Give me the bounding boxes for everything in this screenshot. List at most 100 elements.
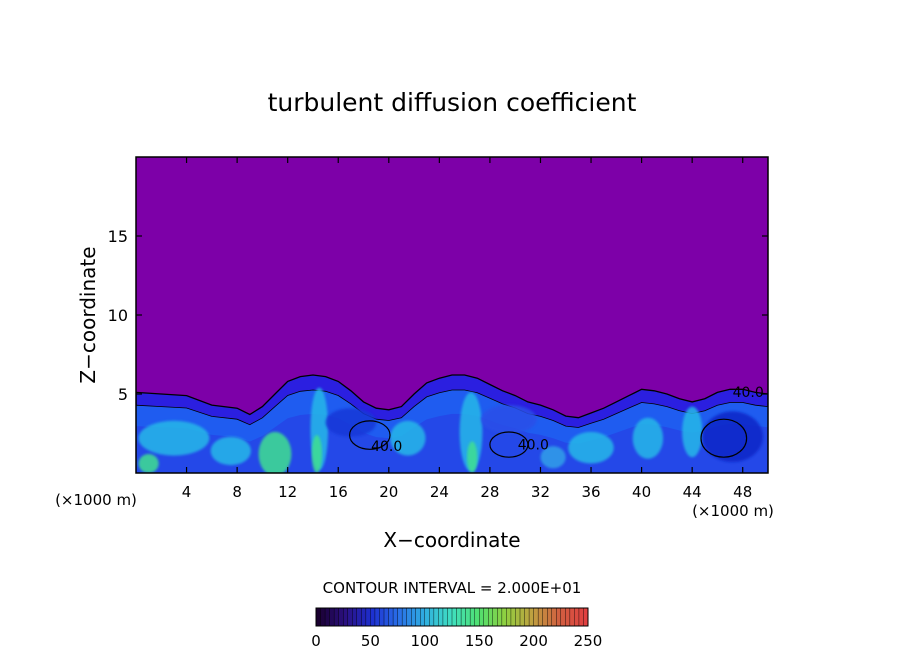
x-tick-label: 8 — [232, 483, 242, 501]
colorbar-tick-label: 50 — [361, 632, 380, 650]
colorbar-cell — [578, 607, 584, 627]
contour-interval: CONTOUR INTERVAL = 2.000E+01 — [323, 579, 582, 597]
x-tick-label: 36 — [581, 483, 600, 501]
contour-loop-3 — [489, 431, 529, 458]
field-eddy-2 — [210, 436, 251, 466]
field-band-mid2 — [136, 413, 768, 473]
colorbar-cell — [388, 607, 394, 627]
colorbar-cell — [556, 607, 562, 627]
colorbar-cell — [447, 607, 453, 627]
colorbar-cell — [424, 607, 430, 627]
contour-label-3: 40.0 — [733, 385, 764, 401]
x-axis: 4 8 12 16 20 24 28 32 36 40 44 48 — [182, 157, 752, 501]
chart-title: turbulent diffusion coefficient — [268, 88, 637, 117]
x-unit-right: (×1000 m) — [692, 502, 774, 520]
colorbar-tick-label: 250 — [574, 632, 603, 650]
colorbar-cell — [519, 607, 526, 627]
x-tick-label: 40 — [632, 483, 651, 501]
colorbar-cell — [370, 607, 376, 627]
x-tick-label: 48 — [733, 483, 752, 501]
field-eddy-11 — [568, 431, 614, 464]
colorbar-cell — [324, 607, 331, 627]
x-tick-label: 12 — [278, 483, 297, 501]
colorbar-cell — [361, 607, 367, 627]
field-eddy-13 — [682, 406, 703, 458]
x-tick-label: 44 — [683, 483, 702, 501]
colorbar-cell — [356, 607, 362, 627]
x-tick-label: 32 — [531, 483, 550, 501]
colorbar-cell — [456, 607, 462, 627]
colorbar-cell — [515, 607, 521, 627]
x-tick-label: 4 — [182, 483, 192, 501]
colorbar-cell — [383, 607, 390, 627]
x-tick-label: 16 — [329, 483, 348, 501]
field-eddy-12 — [632, 417, 664, 459]
colorbar-cell — [501, 607, 507, 627]
colorbar-cell — [474, 607, 480, 627]
colorbar-cell — [565, 607, 571, 627]
colorbar-cell — [465, 607, 471, 627]
field-eddy-9 — [467, 441, 478, 473]
colorbar-cell — [420, 607, 426, 627]
colorbar-cell — [542, 607, 548, 627]
contour-label-2: 40.0 — [518, 437, 549, 453]
colorbar-cell — [560, 607, 566, 627]
x-unit-left: (×1000 m) — [55, 491, 137, 509]
colorbar-cell — [315, 607, 322, 627]
colorbar-cell — [415, 607, 421, 627]
colorbar-cell — [574, 607, 580, 627]
colorbar-cell — [374, 607, 380, 627]
colorbar-cell — [401, 607, 408, 627]
colorbar — [315, 607, 589, 627]
colorbar-cell — [510, 607, 516, 627]
colorbar-cell — [506, 607, 512, 627]
colorbar-cell — [442, 607, 448, 627]
colorbar-cell — [451, 607, 458, 627]
colorbar-cell — [488, 607, 494, 627]
colorbar-cell — [411, 607, 417, 627]
colorbar-cell — [547, 607, 553, 627]
x-tick-label: 24 — [430, 483, 449, 501]
field-eddy-15 — [138, 454, 159, 473]
colorbar-cell — [537, 607, 544, 627]
colorbar-cell — [338, 607, 344, 627]
colorbar-cell — [460, 607, 467, 627]
colorbar-cell — [492, 607, 498, 627]
field-eddy-3 — [258, 431, 292, 473]
colorbar-cell — [569, 607, 575, 627]
field-eddy-14 — [702, 411, 763, 463]
field-eddy-7 — [390, 420, 426, 456]
y-tick-label: 5 — [118, 385, 128, 404]
y-axis: 5 10 15 — [108, 227, 768, 404]
colorbar-cell — [365, 607, 371, 627]
colorbar-frame — [315, 607, 589, 627]
contour-loop-1 — [348, 420, 391, 450]
colorbar-cell — [392, 607, 399, 627]
colorbar-cell — [406, 607, 412, 627]
x-tick-label: 20 — [379, 483, 398, 501]
field-eddy-1 — [138, 420, 210, 456]
x-axis-label: X−coordinate — [383, 528, 520, 552]
colorbar-cell — [397, 607, 403, 627]
x-tick-label: 28 — [480, 483, 499, 501]
contour-label-1: 40.0 — [371, 439, 402, 455]
plot-area: 40.0 40.0 40.0 — [136, 157, 768, 473]
colorbar-ticks: 0 50 100 150 200 250 — [311, 632, 602, 650]
colorbar-cell — [483, 607, 489, 627]
colorbar-tick-label: 200 — [519, 632, 548, 650]
colorbar-cell — [497, 607, 503, 627]
y-tick-label: 10 — [108, 306, 128, 325]
colorbar-cell — [433, 607, 439, 627]
colorbar-cell — [320, 607, 326, 627]
colorbar-cell — [524, 607, 530, 627]
colorbar-tick-label: 0 — [311, 632, 321, 650]
field-eddy-6 — [325, 408, 377, 437]
colorbar-cell — [551, 607, 557, 627]
colorbar-cell — [329, 607, 335, 627]
y-tick-label: 15 — [108, 227, 128, 246]
colorbar-cell — [469, 607, 476, 627]
field-eddy-16 — [540, 446, 566, 469]
contour-loop-2 — [700, 418, 748, 458]
y-axis-label: Z−coordinate — [76, 246, 100, 383]
